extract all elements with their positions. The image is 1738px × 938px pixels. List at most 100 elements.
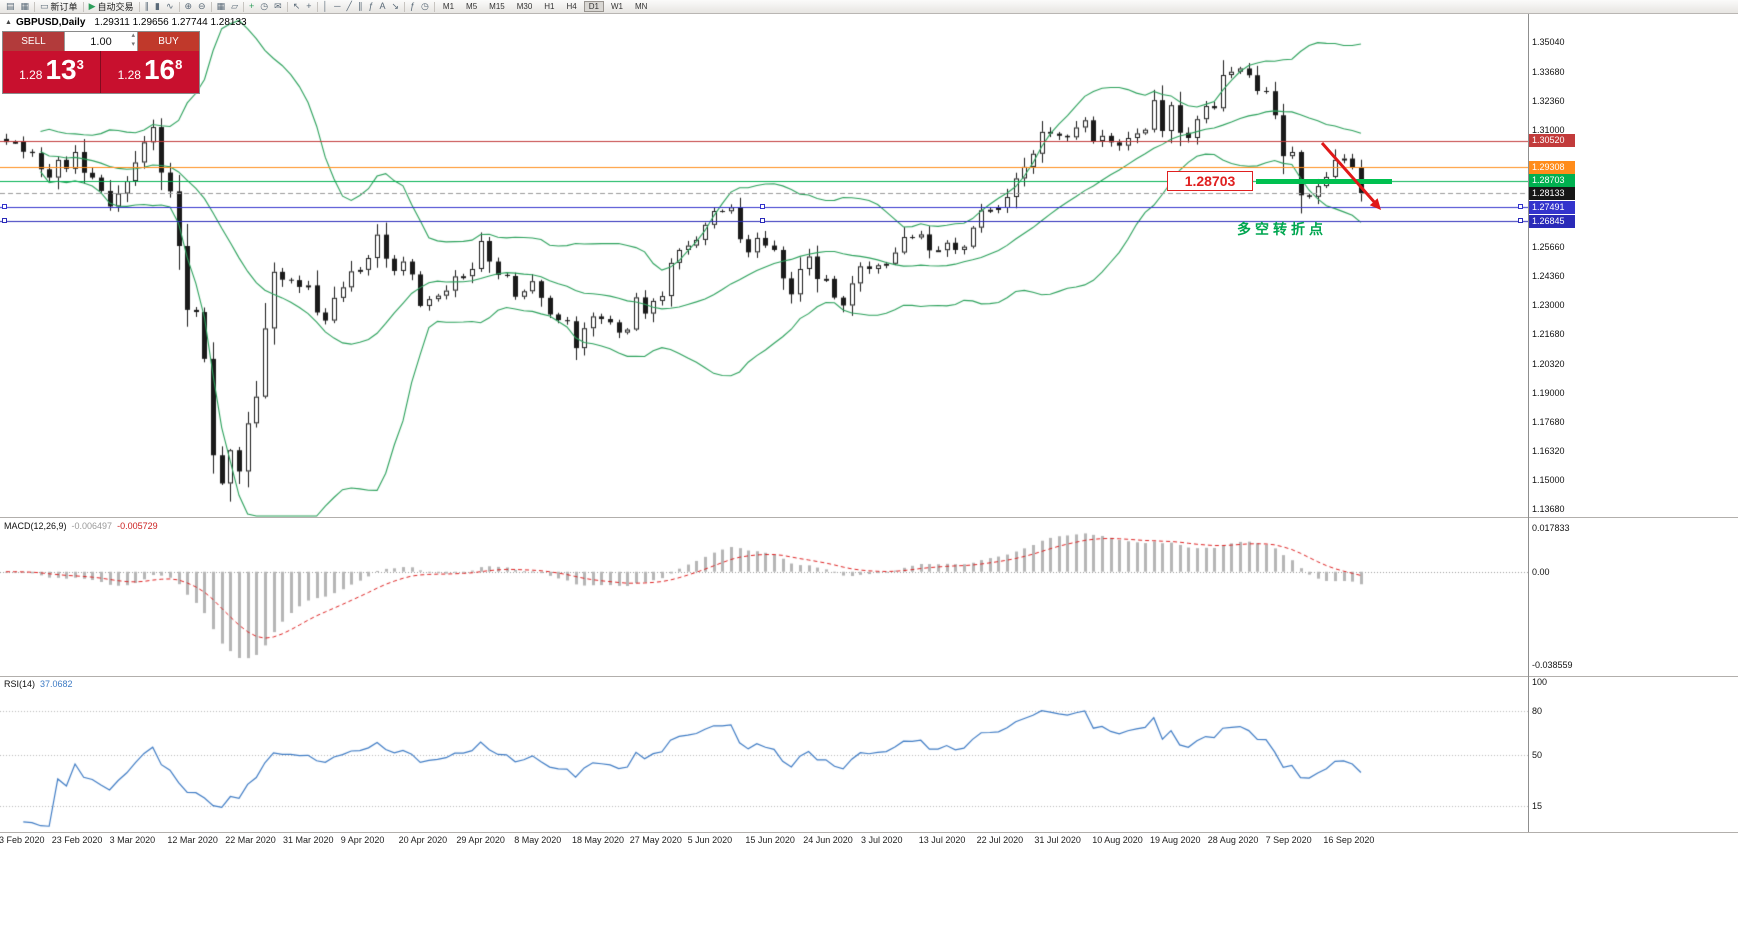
timeframe-M15[interactable]: M15 — [489, 2, 505, 11]
horizontal-line-icon[interactable]: ─ — [331, 1, 343, 13]
fibonacci-icon[interactable]: ƒ — [365, 1, 376, 13]
hline-handle[interactable] — [760, 204, 765, 210]
periods-icon[interactable]: ◷ — [257, 1, 271, 13]
price-tick: 1.33680 — [1532, 66, 1565, 77]
trendline-icon[interactable]: ╱ — [344, 1, 355, 13]
tile-windows-icon: ▦ — [216, 1, 226, 11]
new-order-button-label: 新订单 — [50, 2, 78, 12]
cursor-icon[interactable]: ↖ — [290, 1, 304, 13]
rsi-name: RSI(14) — [4, 679, 36, 689]
autotrading-button-label: 自动交易 — [97, 2, 134, 12]
profiles-icon[interactable]: ▦ — [18, 1, 33, 13]
zoom-in-icon[interactable]: ⊕ — [182, 1, 196, 13]
price-tick: 1.16320 — [1532, 446, 1565, 457]
horizontal-line-icon: ─ — [334, 1, 341, 11]
timeframe-D1[interactable]: D1 — [583, 1, 604, 12]
date-tick: 13 Feb 2020 — [0, 835, 45, 845]
line-chart-icon[interactable]: ∿ — [163, 1, 177, 13]
one-click-collapse-icon[interactable]: ▲ — [5, 19, 12, 26]
price-scale[interactable]: 1.35040 1.33680 1.32360 1.31000 1.25660 1.243… — [1528, 14, 1598, 832]
volume-value: 1.00 — [90, 35, 112, 48]
sell-button[interactable]: SELL — [3, 32, 64, 51]
timeframe-H1[interactable]: H1 — [544, 2, 555, 11]
arrow-tool-icon[interactable]: ↘ — [388, 1, 402, 13]
toolbar-separator — [243, 1, 245, 12]
price-tick: 1.13680 — [1532, 504, 1565, 515]
cursor-icon: ↖ — [292, 1, 301, 11]
text-icon[interactable]: A — [376, 1, 388, 13]
tile-windows-icon[interactable]: ▦ — [214, 1, 229, 13]
price-tick: 1.15000 — [1532, 475, 1565, 486]
toolbar-separator — [210, 1, 212, 12]
timeframes-menu-icon[interactable]: ◷ — [418, 1, 432, 13]
hline-handle[interactable] — [1518, 218, 1523, 224]
buy-price-tile[interactable]: 1.28 16 8 — [101, 51, 199, 93]
timeframe-M1[interactable]: M1 — [442, 2, 455, 11]
volume-input[interactable]: 1.00 ▴ ▾ — [64, 32, 138, 51]
rsi-value: 37.0682 — [40, 679, 73, 689]
text-icon: A — [379, 1, 386, 11]
price-tick: 1.23000 — [1532, 300, 1565, 311]
hline-handle[interactable] — [1518, 204, 1523, 210]
time-axis[interactable]: 13 Feb 2020 23 Feb 2020 3 Mar 2020 12 Mar 2… — [0, 833, 1738, 848]
date-tick: 27 May 2020 — [629, 835, 682, 845]
price-tick: 1.17680 — [1532, 416, 1565, 427]
timeframe-MN[interactable]: MN — [634, 2, 648, 11]
date-tick: 9 Apr 2020 — [340, 835, 385, 845]
hline-handle[interactable] — [2, 204, 7, 210]
indicators-list-icon[interactable]: ƒ — [407, 1, 418, 13]
new-chart-icon[interactable]: ▤ — [3, 1, 18, 13]
new-order-button[interactable]: ▭ 新订单 — [37, 1, 81, 13]
price-tick: 1.31000 — [1532, 125, 1565, 136]
autotrading-button[interactable]: ▶ 自动交易 — [86, 1, 137, 13]
support-price-annotation[interactable]: 1.28703 — [1167, 170, 1253, 191]
timeframe-M30[interactable]: M30 — [516, 2, 533, 11]
price-level-box: 1.27491 — [1529, 200, 1575, 214]
timeframe-M5[interactable]: M5 — [466, 2, 478, 11]
date-tick: 3 Mar 2020 — [109, 835, 156, 845]
zoom-in-icon: ⊕ — [184, 1, 193, 11]
zoom-out-icon[interactable]: ⊖ — [195, 1, 209, 13]
rsi-panel-separator[interactable] — [0, 676, 1738, 677]
macd-panel-separator[interactable] — [0, 517, 1738, 518]
candle-chart-icon[interactable]: ▮ — [152, 1, 163, 13]
macd-indicator-panel[interactable] — [0, 519, 1528, 675]
price-level-box: 1.26845 — [1529, 214, 1575, 228]
timeframe-H4[interactable]: H4 — [566, 2, 577, 11]
price-tick: 1.20320 — [1532, 358, 1565, 369]
toolbar: ▤ ▦ ▭ 新订单 ▶ 自动交易 ∥ ▮ ∿ ⊕ ⊖ ▦ ▱ + ◷ ✉ ↖ + │ ─ ╱ ∥ ƒ A ↘ ƒ ◷ M1 M5 M15 M… — [0, 0, 1738, 14]
sell-price-main: 1.28 — [19, 68, 43, 82]
templates-icon: ✉ — [274, 1, 282, 11]
new-order-button: ▭ — [40, 1, 49, 11]
date-tick: 13 Jul 2020 — [918, 835, 966, 845]
rsi-label: RSI(14) 37.0682 — [4, 679, 73, 689]
date-tick: 20 Apr 2020 — [398, 835, 448, 845]
cascade-windows-icon[interactable]: ▱ — [228, 1, 241, 13]
templates-icon[interactable]: ✉ — [271, 1, 285, 13]
vertical-line-icon[interactable]: │ — [320, 1, 332, 13]
volume-up-icon[interactable]: ▴ — [131, 32, 135, 39]
chart-title: ▲ GBPUSD,Daily 1.29311 1.29656 1.27744 1.2… — [5, 17, 247, 28]
add-indicator-icon[interactable]: + — [246, 1, 257, 13]
timeframe-W1[interactable]: W1 — [610, 2, 623, 11]
volume-down-icon[interactable]: ▾ — [131, 41, 135, 48]
toolbar-separator — [178, 1, 180, 12]
rsi-scale-tick: 80 — [1532, 706, 1543, 717]
hline-handle[interactable] — [760, 218, 765, 224]
crosshair-icon[interactable]: + — [303, 1, 314, 13]
buy-price-main: 1.28 — [117, 68, 141, 82]
rsi-indicator-panel[interactable] — [0, 677, 1528, 832]
chart-symbol-label: GBPUSD,Daily — [15, 17, 86, 28]
price-level-box: 1.29308 — [1529, 160, 1575, 174]
bar-chart-icon[interactable]: ∥ — [142, 1, 153, 13]
cascade-windows-icon: ▱ — [231, 1, 239, 11]
new-chart-icon: ▤ — [6, 1, 15, 11]
hline-handle[interactable] — [2, 218, 7, 224]
support-level-segment[interactable] — [1256, 178, 1392, 184]
buy-button[interactable]: BUY — [138, 32, 199, 51]
main-price-chart[interactable] — [0, 14, 1528, 517]
red-trend-arrow[interactable] — [1314, 135, 1394, 220]
channel-icon[interactable]: ∥ — [355, 1, 366, 13]
sell-price-tile[interactable]: 1.28 13 3 — [3, 51, 101, 93]
